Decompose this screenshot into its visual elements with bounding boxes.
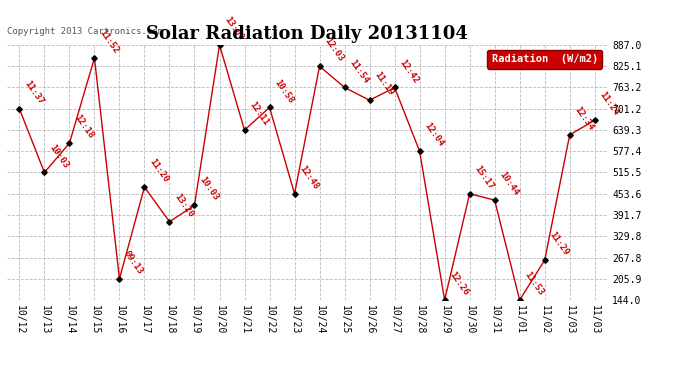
Text: 09:13: 09:13 [122, 249, 145, 276]
Text: 12:04: 12:04 [422, 121, 445, 148]
Text: 13:20: 13:20 [172, 192, 195, 219]
Text: 10:44: 10:44 [497, 170, 520, 197]
Text: 11:20: 11:20 [147, 157, 170, 184]
Text: 12:18: 12:18 [72, 113, 95, 140]
Text: 11:29: 11:29 [547, 230, 570, 257]
Text: 15:17: 15:17 [473, 164, 495, 191]
Text: 13:00: 13:00 [222, 15, 245, 42]
Text: 10:58: 10:58 [273, 78, 295, 105]
Text: 11:19: 11:19 [373, 70, 395, 98]
Text: 12:26: 12:26 [447, 270, 470, 297]
Text: 12:34: 12:34 [573, 105, 595, 132]
Text: 12:42: 12:42 [397, 57, 420, 85]
Text: 12:48: 12:48 [297, 164, 320, 191]
Text: 11:37: 11:37 [22, 79, 45, 106]
Text: 10:03: 10:03 [197, 176, 220, 202]
Text: 12:11: 12:11 [247, 100, 270, 127]
Legend: Radiation  (W/m2): Radiation (W/m2) [487, 50, 602, 69]
Text: 11:54: 11:54 [347, 57, 370, 85]
Text: 12:03: 12:03 [322, 36, 345, 63]
Text: Copyright 2013 Cartronics.com: Copyright 2013 Cartronics.com [7, 27, 163, 36]
Text: 11:52: 11:52 [97, 28, 120, 55]
Title: Solar Radiation Daily 20131104: Solar Radiation Daily 20131104 [146, 26, 468, 44]
Text: 10:03: 10:03 [47, 142, 70, 170]
Text: 11:24: 11:24 [598, 90, 620, 117]
Text: 11:53: 11:53 [522, 270, 545, 297]
